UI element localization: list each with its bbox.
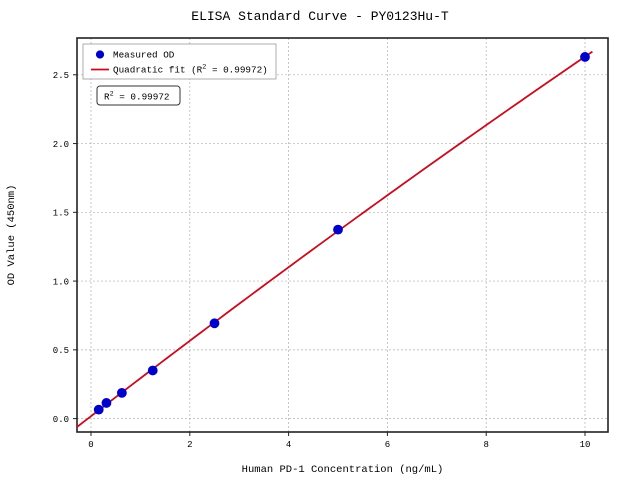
svg-text:R2 = 0.99972: R2 = 0.99972 [104, 91, 169, 103]
svg-text:OD Value (450nm): OD Value (450nm) [6, 185, 18, 286]
svg-text:8: 8 [483, 440, 488, 450]
svg-text:1.5: 1.5 [53, 209, 69, 219]
svg-text:0: 0 [88, 440, 93, 450]
svg-text:2.0: 2.0 [53, 140, 69, 150]
svg-text:Measured OD: Measured OD [113, 50, 175, 61]
svg-text:0.5: 0.5 [53, 346, 69, 356]
svg-text:Human PD-1 Concentration (ng/m: Human PD-1 Concentration (ng/mL) [242, 464, 444, 476]
svg-text:ELISA Standard Curve - PY0123H: ELISA Standard Curve - PY0123Hu-T [191, 9, 449, 24]
svg-text:Quadratic fit (R2 = 0.99972): Quadratic fit (R2 = 0.99972) [113, 64, 268, 76]
svg-text:4: 4 [286, 440, 291, 450]
svg-text:0.0: 0.0 [53, 415, 69, 425]
svg-text:6: 6 [385, 440, 390, 450]
svg-text:10: 10 [580, 440, 591, 450]
svg-text:1.0: 1.0 [53, 277, 69, 287]
svg-text:2: 2 [187, 440, 192, 450]
svg-text:2.5: 2.5 [53, 71, 69, 81]
